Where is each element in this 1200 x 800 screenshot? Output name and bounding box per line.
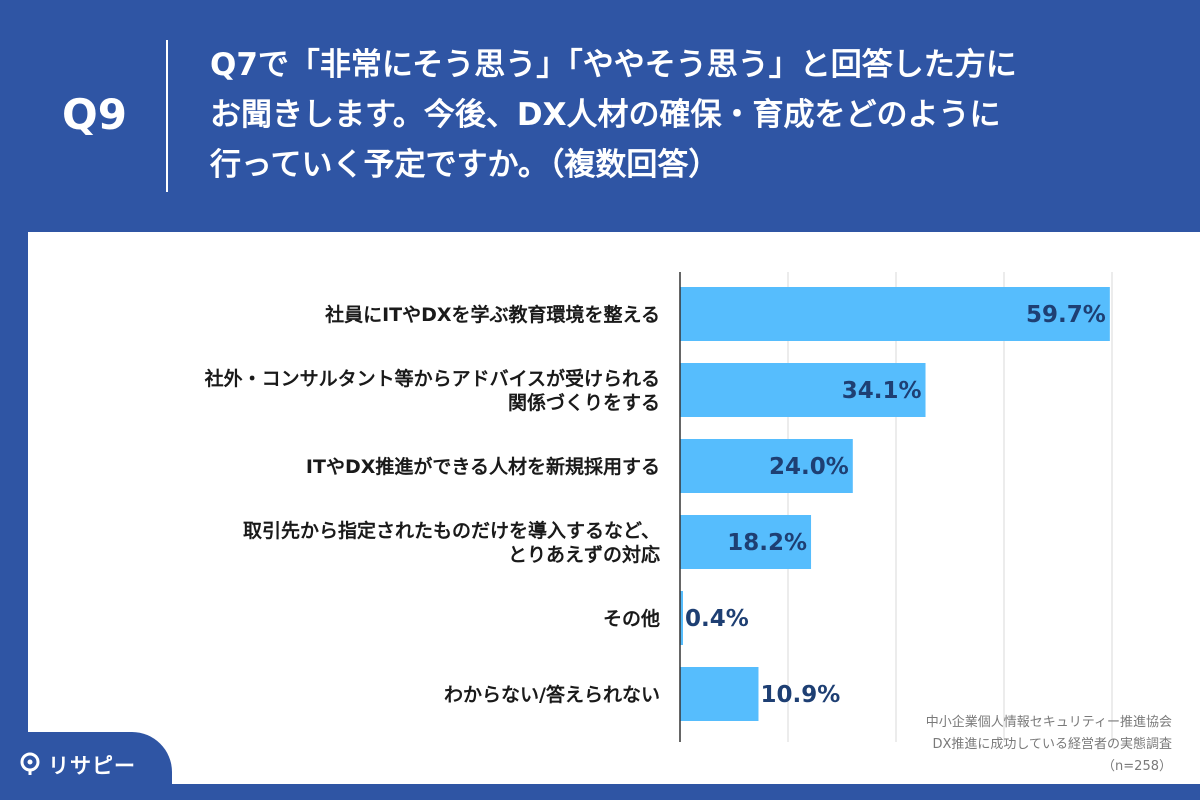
brand-logo: リサピー — [0, 732, 172, 800]
question-number: Q9 — [62, 90, 127, 139]
pin-icon — [20, 752, 40, 775]
header: Q9 Q7で「非常にそう思う」「ややそう思う」と回答した方に お聞きします。今後… — [0, 0, 1200, 230]
question-text: Q7で「非常にそう思う」「ややそう思う」と回答した方に お聞きします。今後、DX… — [210, 40, 1170, 190]
category-label: 取引先から指定されたものだけを導入するなど、 — [243, 519, 660, 542]
source-organization: 中小企業個人情報セキュリティー推進協会 — [925, 715, 1172, 730]
data-label: 24.0% — [769, 454, 849, 480]
bar-chart: 59.7% 社員にITやDXを学ぶ教育環境を整える 34.1% 社外・コンサルタント等… — [204, 272, 1113, 742]
source-sample-size: （n=258） — [1102, 759, 1172, 774]
source-note: 中小企業個人情報セキュリティー推進協会 DX推進に成功している経営者の実態調査 … — [926, 712, 1172, 778]
data-label: 59.7% — [1026, 302, 1106, 328]
question-line: Q7で「非常にそう思う」「ややそう思う」と回答した方に — [210, 47, 1017, 83]
data-label: 10.9% — [760, 682, 840, 708]
bar — [680, 439, 853, 493]
bar — [680, 591, 683, 645]
bar — [680, 515, 812, 569]
chart-card: 59.7% 社員にITやDXを学ぶ教育環境を整える 34.1% 社外・コンサルタント等… — [28, 232, 1200, 784]
header-divider — [166, 40, 168, 192]
brand-name: リサピー — [48, 754, 136, 778]
category-label: 社員にITやDXを学ぶ教育環境を整える — [324, 303, 660, 326]
bar — [680, 287, 1110, 341]
category-label: 関係づくりをする — [508, 391, 660, 414]
category-label: ITやDX推進ができる人材を新規採用する — [306, 455, 660, 478]
bar — [680, 667, 759, 721]
category-label: わからない/答えられない — [444, 683, 660, 706]
data-label: 34.1% — [842, 378, 922, 404]
bar — [680, 363, 926, 417]
data-label: 18.2% — [727, 530, 807, 556]
category-label: 社外・コンサルタント等からアドバイスが受けられる — [204, 367, 660, 390]
question-line: お聞きします。今後、DX人材の確保・育成をどのように — [210, 97, 1001, 133]
category-label: とりあえずの対応 — [508, 543, 660, 566]
source-survey-title: DX推進に成功している経営者の実態調査 — [932, 737, 1172, 752]
question-line: 行っていく予定ですか。（複数回答） — [210, 147, 720, 183]
data-label: 0.4% — [685, 606, 749, 632]
category-label: その他 — [603, 607, 660, 630]
